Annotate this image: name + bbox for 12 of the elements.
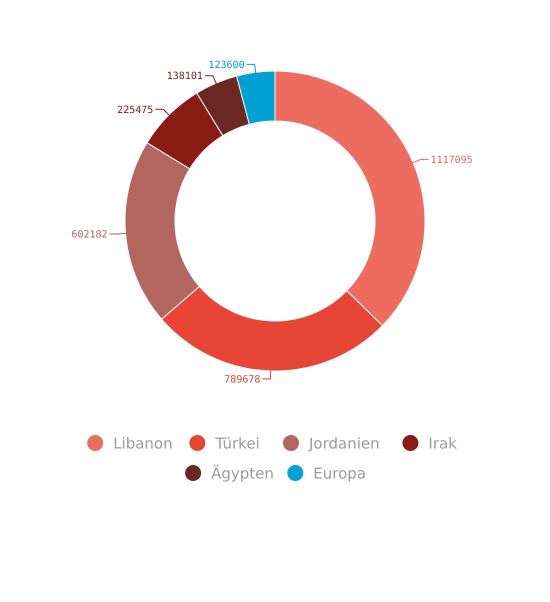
legend-label: Europa [313, 464, 366, 482]
data-label: 602182 [71, 229, 108, 240]
legend-label: Irak [428, 434, 458, 452]
data-label: 225475 [117, 104, 154, 116]
legend-label: Libanon [113, 434, 173, 452]
data-label: 1117095 [430, 155, 473, 166]
legend-label: Ägypten [211, 464, 274, 482]
legend-label: Jordanien [308, 434, 380, 452]
legend-label: Türkei [214, 434, 260, 452]
data-label: 789678 [224, 374, 260, 386]
data-label: 123600 [208, 60, 245, 71]
data-label: 138101 [166, 71, 203, 82]
